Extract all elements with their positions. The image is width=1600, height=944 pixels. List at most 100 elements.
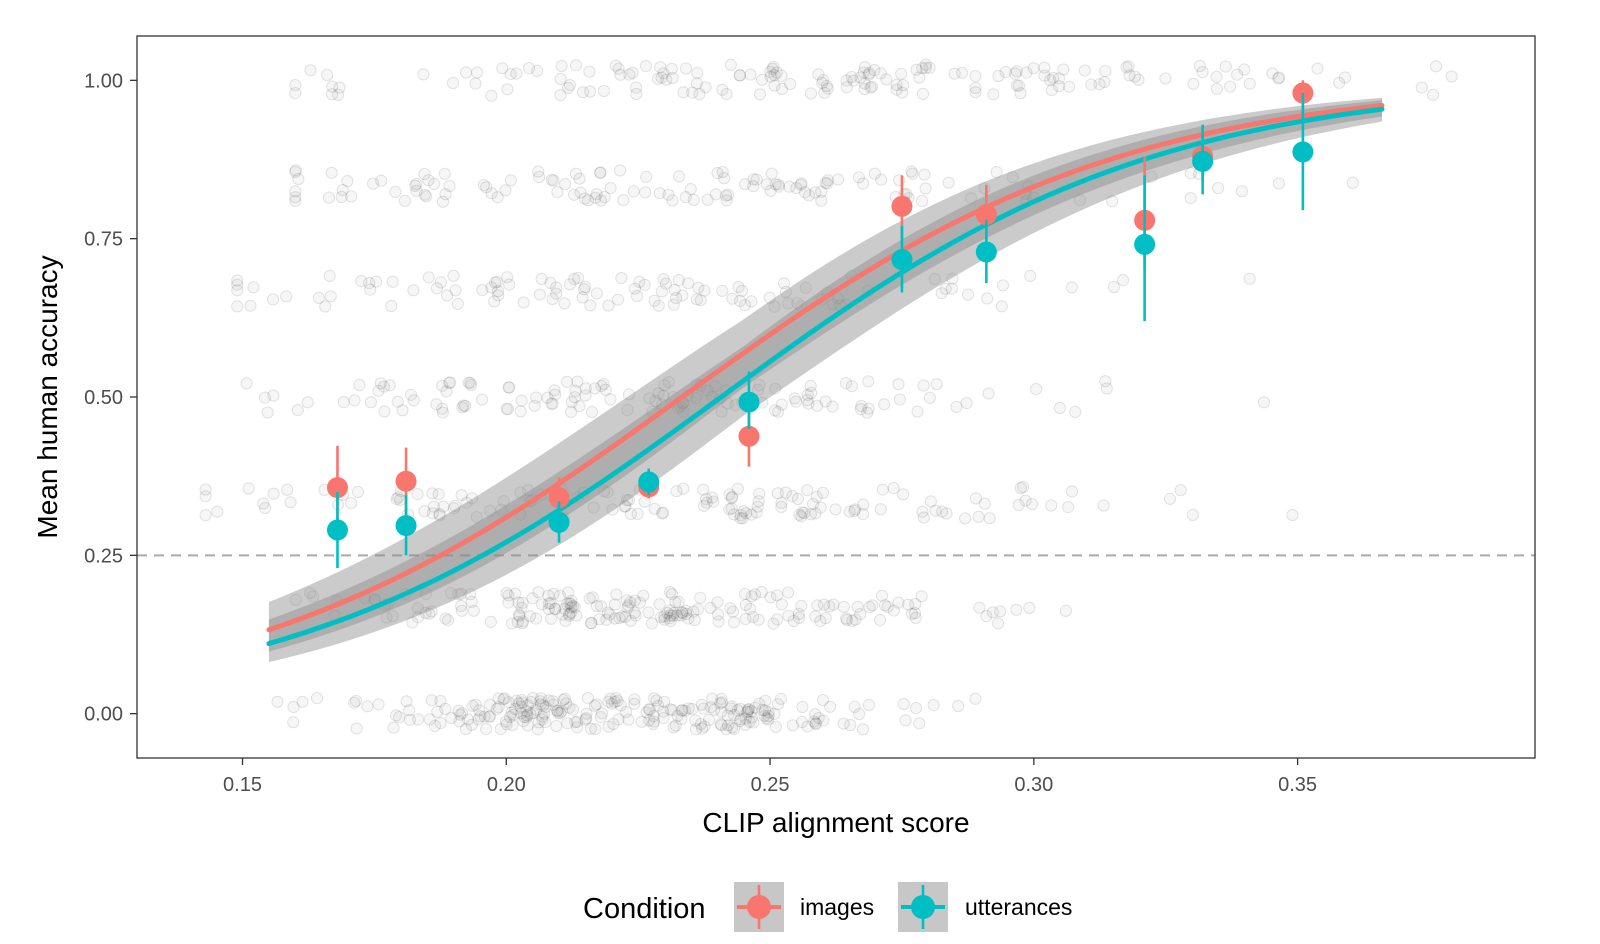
raw-point bbox=[726, 721, 739, 734]
raw-point bbox=[818, 86, 831, 100]
raw-point bbox=[584, 299, 597, 312]
x-tick-label: 0.25 bbox=[751, 774, 790, 796]
raw-point bbox=[909, 611, 922, 625]
raw-point bbox=[742, 703, 756, 716]
raw-point bbox=[786, 719, 800, 732]
raw-point bbox=[1266, 67, 1279, 80]
raw-point bbox=[756, 703, 769, 717]
raw-point bbox=[489, 276, 502, 289]
raw-point bbox=[445, 711, 458, 725]
raw-point bbox=[568, 272, 581, 286]
raw-point bbox=[1097, 499, 1110, 512]
raw-point bbox=[490, 703, 503, 716]
raw-point bbox=[653, 598, 666, 611]
raw-point bbox=[923, 61, 936, 74]
raw-point bbox=[443, 376, 457, 389]
raw-point bbox=[499, 715, 512, 728]
raw-point bbox=[604, 182, 617, 195]
raw-point bbox=[796, 700, 809, 714]
raw-point bbox=[908, 607, 922, 620]
raw-point bbox=[515, 394, 528, 407]
raw-point bbox=[734, 508, 747, 522]
raw-point bbox=[1184, 192, 1197, 205]
raw-point bbox=[551, 704, 564, 717]
raw-point bbox=[1196, 66, 1209, 79]
raw-point bbox=[751, 500, 764, 513]
raw-point bbox=[768, 707, 781, 721]
raw-point bbox=[690, 293, 704, 306]
raw-point bbox=[741, 706, 754, 719]
raw-point bbox=[774, 692, 788, 706]
raw-point bbox=[736, 512, 749, 525]
raw-point bbox=[1030, 383, 1043, 396]
raw-point bbox=[927, 699, 940, 712]
raw-point bbox=[524, 695, 538, 709]
legend: Condition images utterances bbox=[583, 882, 1072, 932]
raw-point bbox=[767, 60, 780, 74]
raw-point bbox=[526, 592, 539, 605]
raw-point bbox=[782, 609, 795, 622]
raw-point bbox=[816, 76, 829, 90]
raw-point bbox=[608, 598, 622, 611]
raw-point bbox=[919, 182, 932, 195]
raw-point bbox=[363, 277, 376, 290]
raw-point bbox=[744, 68, 757, 81]
raw-point bbox=[696, 722, 709, 735]
raw-point bbox=[516, 615, 530, 628]
raw-point bbox=[962, 288, 975, 301]
raw-point bbox=[1184, 167, 1197, 180]
ribbon-utterances bbox=[268, 100, 1382, 663]
raw-point bbox=[535, 692, 548, 705]
raw-point bbox=[521, 699, 534, 712]
raw-point bbox=[289, 87, 302, 100]
raw-point bbox=[426, 507, 439, 520]
raw-point bbox=[526, 691, 539, 705]
raw-point bbox=[349, 694, 363, 708]
raw-point bbox=[789, 395, 803, 408]
raw-point bbox=[502, 589, 515, 602]
y-axis: 0.00 0.25 0.50 0.75 1.00 bbox=[84, 70, 137, 726]
raw-point bbox=[431, 705, 444, 718]
raw-point bbox=[439, 702, 452, 716]
legend-item-utterances: utterances bbox=[898, 882, 1072, 932]
raw-point bbox=[676, 607, 689, 620]
raw-point bbox=[602, 299, 615, 312]
raw-point bbox=[713, 392, 727, 405]
raw-point bbox=[714, 697, 727, 710]
raw-point bbox=[284, 496, 297, 509]
raw-point bbox=[986, 606, 1000, 619]
raw-point bbox=[718, 172, 731, 185]
raw-point bbox=[542, 694, 555, 707]
raw-point bbox=[1212, 182, 1225, 195]
raw-point bbox=[563, 278, 577, 291]
raw-point bbox=[1145, 170, 1158, 183]
raw-point bbox=[880, 73, 893, 86]
raw-point bbox=[428, 177, 441, 190]
raw-point bbox=[739, 712, 752, 725]
raw-point bbox=[738, 587, 752, 601]
raw-point bbox=[758, 704, 772, 717]
raw-point bbox=[568, 601, 581, 614]
raw-point bbox=[503, 710, 517, 724]
raw-point bbox=[846, 614, 859, 628]
raw-point bbox=[501, 83, 514, 96]
raw-point bbox=[567, 188, 581, 201]
raw-point bbox=[791, 297, 804, 310]
raw-point bbox=[665, 588, 679, 601]
raw-point bbox=[802, 189, 816, 202]
raw-point bbox=[819, 395, 832, 408]
raw-point bbox=[536, 699, 550, 712]
mean-point-utterances bbox=[738, 371, 760, 429]
raw-point bbox=[418, 188, 431, 201]
raw-point bbox=[332, 88, 345, 102]
raw-point bbox=[630, 81, 643, 94]
raw-point bbox=[711, 608, 725, 621]
raw-point bbox=[477, 179, 490, 192]
raw-point bbox=[478, 710, 491, 723]
raw-point bbox=[678, 704, 692, 717]
raw-point bbox=[517, 714, 530, 728]
raw-point bbox=[319, 300, 332, 313]
raw-point bbox=[553, 589, 567, 602]
raw-point bbox=[498, 692, 511, 705]
raw-point bbox=[410, 184, 423, 197]
